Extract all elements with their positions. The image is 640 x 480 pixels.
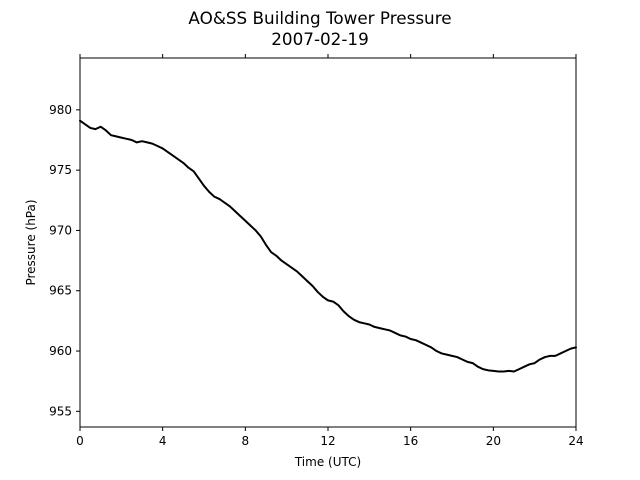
y-tick-label: 965 — [49, 284, 72, 298]
series-line-0 — [79, 119, 577, 373]
y-tick-label: 970 — [49, 223, 72, 237]
x-tick-label: 4 — [159, 434, 167, 448]
x-tick-label: 8 — [242, 434, 250, 448]
y-tick-label: 960 — [49, 344, 72, 358]
y-axis-label: Pressure (hPa) — [24, 199, 38, 285]
y-tick-label: 980 — [49, 103, 72, 117]
x-tick-label: 16 — [403, 434, 418, 448]
y-tick-label: 975 — [49, 163, 72, 177]
chart-title: AO&SS Building Tower Pressure — [188, 8, 452, 28]
y-tick-label: 955 — [49, 404, 72, 418]
y-axis: 955 960 965 970 975 980 — [49, 103, 80, 418]
x-tick-label: 0 — [76, 434, 84, 448]
x-axis: 0 4 8 12 16 20 24 — [76, 54, 584, 448]
chart-marks — [79, 119, 577, 373]
chart-subtitle: 2007-02-19 — [271, 29, 369, 49]
x-tick-label: 20 — [486, 434, 501, 448]
x-tick-label: 12 — [320, 434, 335, 448]
x-axis-label: Time (UTC) — [294, 455, 361, 469]
x-tick-label: 24 — [568, 434, 583, 448]
